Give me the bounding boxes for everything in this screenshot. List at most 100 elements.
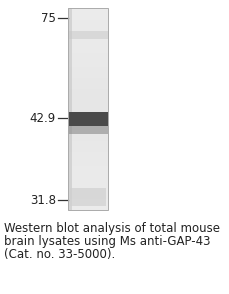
- Bar: [68, 86, 108, 87]
- Bar: [68, 140, 108, 142]
- Bar: [68, 149, 108, 151]
- Bar: [68, 28, 108, 30]
- Bar: [68, 141, 108, 143]
- Bar: [68, 115, 108, 116]
- Bar: [68, 122, 108, 124]
- Bar: [68, 174, 108, 175]
- Bar: [68, 129, 108, 131]
- Bar: [68, 8, 108, 9]
- Bar: [68, 63, 108, 64]
- Bar: [68, 45, 108, 47]
- Bar: [68, 13, 108, 15]
- Bar: [68, 85, 108, 86]
- Bar: [68, 31, 108, 33]
- Bar: [68, 9, 108, 11]
- Bar: [68, 170, 108, 171]
- Bar: [68, 180, 108, 181]
- Bar: [68, 152, 108, 154]
- Bar: [68, 163, 108, 164]
- Bar: [68, 134, 108, 136]
- Bar: [68, 54, 108, 55]
- Bar: [68, 203, 108, 204]
- Bar: [68, 76, 108, 77]
- Bar: [68, 108, 108, 109]
- Bar: [68, 146, 108, 148]
- Bar: [68, 15, 108, 16]
- Bar: [68, 205, 108, 206]
- Bar: [68, 151, 108, 153]
- Bar: [68, 29, 108, 31]
- Bar: [68, 80, 108, 81]
- Bar: [68, 101, 108, 102]
- Bar: [68, 27, 108, 29]
- Bar: [68, 61, 108, 63]
- Bar: [68, 58, 108, 59]
- Bar: [68, 171, 108, 172]
- Bar: [68, 195, 108, 196]
- Bar: [68, 18, 108, 20]
- Bar: [68, 104, 108, 106]
- Bar: [68, 127, 108, 129]
- Bar: [68, 185, 108, 186]
- Bar: [68, 88, 108, 89]
- Bar: [68, 182, 108, 183]
- Bar: [68, 12, 108, 14]
- Bar: [68, 189, 108, 190]
- Bar: [68, 103, 108, 104]
- Bar: [68, 128, 108, 130]
- Bar: [68, 66, 108, 68]
- Bar: [68, 209, 108, 211]
- Bar: [68, 10, 108, 11]
- Bar: [68, 116, 108, 118]
- Bar: [68, 200, 108, 201]
- Bar: [68, 16, 108, 18]
- Bar: [68, 144, 108, 146]
- Bar: [68, 92, 108, 93]
- Bar: [68, 121, 108, 123]
- Bar: [68, 161, 108, 162]
- Bar: [68, 123, 108, 125]
- Bar: [68, 61, 108, 62]
- Bar: [68, 136, 108, 138]
- Bar: [68, 187, 108, 188]
- Bar: [68, 139, 108, 141]
- Bar: [68, 148, 108, 150]
- Bar: [68, 42, 108, 44]
- Bar: [68, 75, 108, 76]
- Bar: [68, 93, 108, 94]
- Bar: [68, 111, 108, 113]
- Bar: [68, 110, 108, 111]
- Bar: [68, 33, 108, 35]
- Bar: [68, 137, 108, 139]
- Bar: [68, 47, 108, 49]
- Bar: [68, 131, 108, 133]
- Bar: [68, 78, 108, 79]
- Bar: [68, 21, 108, 23]
- Bar: [68, 40, 108, 42]
- Bar: [68, 23, 108, 25]
- Bar: [68, 87, 108, 88]
- Bar: [68, 117, 108, 118]
- Bar: [68, 71, 108, 72]
- Bar: [68, 8, 108, 210]
- Bar: [68, 39, 108, 41]
- Bar: [68, 90, 108, 91]
- Bar: [68, 50, 108, 52]
- Bar: [68, 114, 108, 116]
- Bar: [68, 83, 108, 84]
- Bar: [68, 177, 108, 178]
- Bar: [68, 70, 108, 71]
- Bar: [68, 44, 108, 46]
- Bar: [68, 65, 108, 66]
- Bar: [68, 91, 108, 92]
- Bar: [68, 186, 108, 187]
- Bar: [68, 109, 108, 111]
- Text: 31.8: 31.8: [30, 193, 56, 206]
- Text: (Cat. no. 33-5000).: (Cat. no. 33-5000).: [4, 248, 115, 261]
- Bar: [68, 96, 108, 97]
- Bar: [68, 19, 108, 21]
- Bar: [68, 207, 108, 208]
- Bar: [68, 17, 108, 19]
- Text: brain lysates using Ms anti-GAP-43: brain lysates using Ms anti-GAP-43: [4, 235, 210, 248]
- Bar: [68, 94, 108, 95]
